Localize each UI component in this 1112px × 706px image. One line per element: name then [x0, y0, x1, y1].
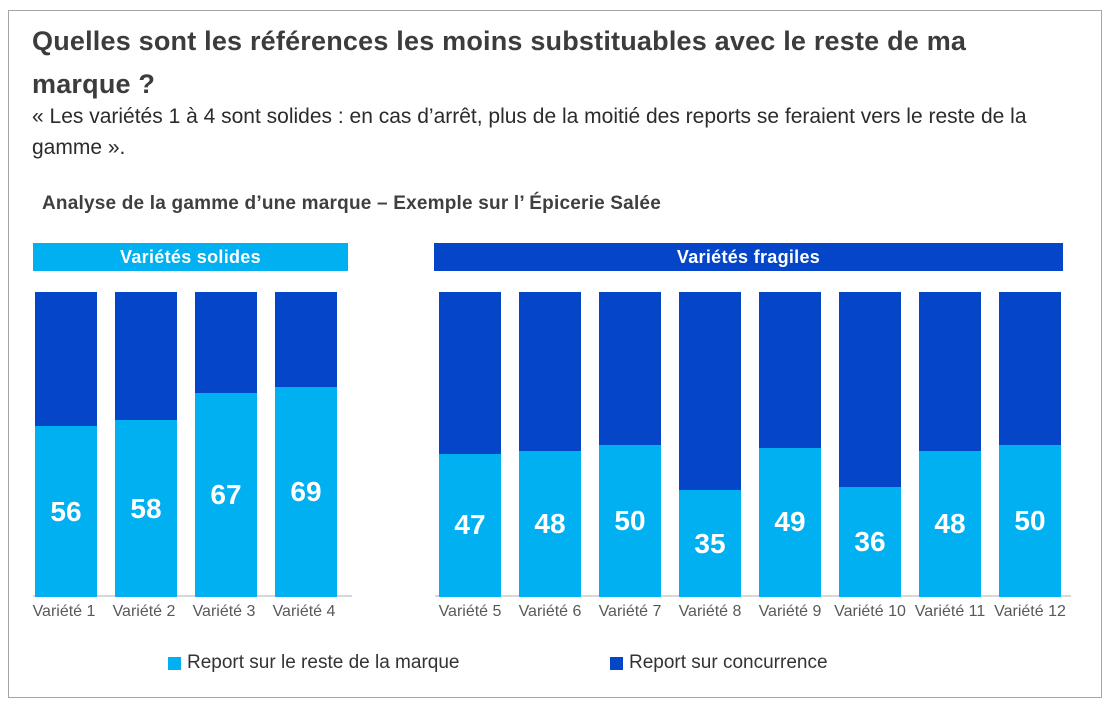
bar-segment-concurrence	[679, 292, 741, 491]
bar-value-label: 47	[454, 509, 486, 541]
bar-value-label: 36	[854, 526, 886, 558]
axis-label-variete-1: Variété 1	[32, 603, 96, 620]
axis-label-variete-8: Variété 8	[678, 603, 742, 620]
legend-label-marque: Report sur le reste de la marque	[187, 652, 460, 673]
bar-variete-9: 49	[759, 292, 821, 597]
bar-segment-marque: 58	[115, 420, 177, 597]
bar-variete-8: 35	[679, 292, 741, 597]
axis-label-variete-3: Variété 3	[192, 603, 256, 620]
bar-value-label: 67	[210, 478, 242, 510]
bar-segment-marque: 36	[839, 487, 901, 597]
bar-segment-concurrence	[599, 292, 661, 445]
bar-value-label: 58	[130, 492, 162, 524]
bar-segment-concurrence	[999, 292, 1061, 445]
bar-segment-marque: 47	[439, 453, 501, 597]
bar-variete-11: 48	[919, 292, 981, 597]
axis-label-variete-10: Variété 10	[834, 603, 906, 620]
bar-variete-2: 58	[115, 292, 177, 597]
bar-variete-3: 67	[195, 292, 257, 597]
bar-segment-concurrence	[115, 292, 177, 421]
insight-quote: « Les variétés 1 à 4 sont solides : en c…	[32, 105, 1027, 159]
bar-segment-concurrence	[439, 292, 501, 454]
bar-segment-marque: 49	[759, 447, 821, 597]
bar-segment-marque: 48	[919, 450, 981, 597]
bar-variete-12: 50	[999, 292, 1061, 597]
banner-varietes-solides: Variétés solides	[33, 243, 348, 271]
legend-item-marque: Report sur le reste de la marque	[168, 652, 459, 674]
bar-segment-concurrence	[195, 292, 257, 393]
legend-swatch-concurrence-icon	[610, 656, 623, 670]
bar-segment-marque: 50	[599, 444, 661, 597]
bar-variete-10: 36	[839, 292, 901, 597]
axis-label-variete-4: Variété 4	[272, 603, 336, 620]
bar-value-label: 35	[694, 527, 726, 559]
axis-label-variete-2: Variété 2	[112, 603, 176, 620]
bar-segment-marque: 50	[999, 444, 1061, 597]
bar-value-label: 50	[614, 504, 646, 536]
axis-label-variete-6: Variété 6	[518, 603, 582, 620]
bar-value-label: 69	[290, 475, 322, 507]
axis-label-variete-11: Variété 11	[914, 603, 986, 620]
bar-segment-marque: 69	[275, 386, 337, 597]
bar-variete-4: 69	[275, 292, 337, 597]
bar-segment-marque: 48	[519, 450, 581, 597]
legend-item-concurrence: Report sur concurrence	[610, 652, 828, 674]
axis-label-variete-9: Variété 9	[758, 603, 822, 620]
bar-variete-5: 47	[439, 292, 501, 597]
bar-segment-marque: 35	[679, 490, 741, 597]
bar-segment-marque: 67	[195, 392, 257, 597]
bar-segment-concurrence	[519, 292, 581, 451]
bar-variete-6: 48	[519, 292, 581, 597]
bar-value-label: 48	[934, 507, 966, 539]
bar-segment-concurrence	[275, 292, 337, 387]
bar-variete-1: 56	[35, 292, 97, 597]
bar-value-label: 49	[774, 506, 806, 538]
axis-label-variete-7: Variété 7	[598, 603, 662, 620]
legend-label-concurrence: Report sur concurrence	[629, 652, 828, 673]
bar-segment-concurrence	[759, 292, 821, 448]
bar-segment-marque: 56	[35, 426, 97, 597]
axis-label-variete-5: Variété 5	[438, 603, 502, 620]
chart-varietes-fragiles: 47 48 50 35 49 36 48 50 Variété 5 Variét…	[435, 292, 1071, 620]
axis-label-variete-12: Variété 12	[994, 603, 1066, 620]
page-title: Quelles sont les références les moins su…	[32, 26, 967, 99]
bar-segment-concurrence	[919, 292, 981, 451]
bar-segment-concurrence	[35, 292, 97, 427]
legend: Report sur le reste de la marque Report …	[0, 652, 1112, 678]
bar-segment-concurrence	[839, 292, 901, 488]
legend-swatch-marque-icon	[168, 656, 181, 670]
banner-varietes-fragiles: Variétés fragiles	[434, 243, 1063, 271]
bar-value-label: 48	[534, 507, 566, 539]
bar-value-label: 50	[1014, 504, 1046, 536]
bar-variete-7: 50	[599, 292, 661, 597]
chart-subtitle: Analyse de la gamme d’une marque – Exemp…	[42, 193, 661, 214]
bar-value-label: 56	[50, 495, 82, 527]
chart-varietes-solides: 56 58 67 69 Variété 1 Variété 2 Variété …	[33, 292, 352, 620]
